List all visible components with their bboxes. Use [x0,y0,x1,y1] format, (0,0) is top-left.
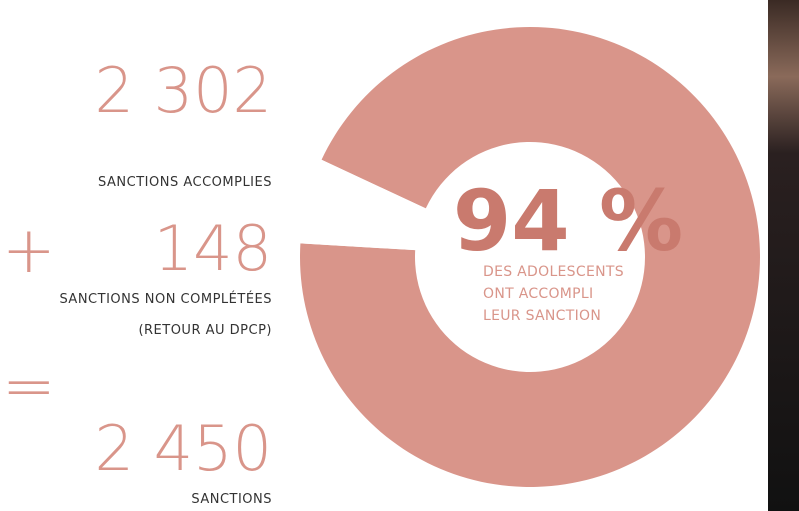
stat-value: 2 302 [95,54,273,127]
operator: + [2,214,56,288]
stat-label: SANCTIONS ACCOMPLIES [98,175,272,190]
donut-segment [300,159,426,251]
donut [300,26,760,487]
operator: = [2,350,56,424]
center-caption: DES ADOLESCENTS [483,264,624,280]
stat-value: 148 [154,212,272,285]
center-caption: LEUR SANCTION [483,308,601,324]
center-value: 94 % [453,172,683,270]
stat-label: SANCTIONS [191,492,272,507]
stat-label: (RETOUR AU DPCP) [138,323,272,338]
photo-strip [768,0,799,511]
center-caption: ONT ACCOMPLI [483,286,593,302]
stat-label: SANCTIONS NON COMPLÉTÉES [59,291,272,307]
donut-segment [300,26,760,487]
stat-value: 2 450 [95,412,273,485]
